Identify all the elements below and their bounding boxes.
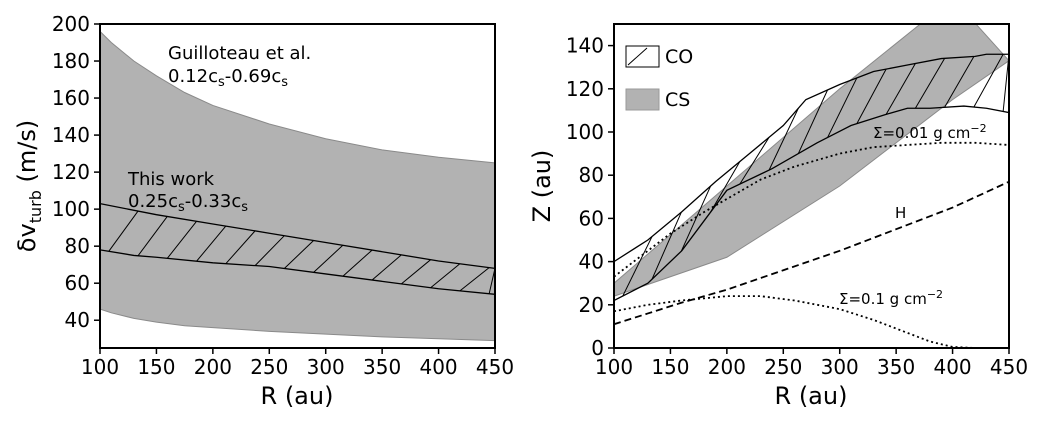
left-ytick-label: 100 — [52, 197, 90, 221]
this-work-hatch-line — [283, 240, 314, 269]
left-xtick-label: 450 — [476, 355, 514, 379]
this-work-hatch-line — [459, 267, 490, 292]
co-hatch-line — [651, 212, 682, 280]
0-01-g-cm-2-line — [614, 141, 1009, 278]
cs-band — [614, 24, 1009, 297]
left-xtick-label: 350 — [363, 355, 401, 379]
right-ytick-label: 140 — [566, 34, 604, 58]
this-work-hatch-line — [196, 225, 227, 262]
co-band-outline — [614, 53, 1009, 302]
co-hatch-line — [827, 77, 858, 138]
left-ytick-label: 120 — [52, 160, 90, 184]
right-ytick-label: 40 — [579, 250, 604, 274]
left-ytick-label: 80 — [65, 234, 90, 258]
this-work-hatch-line — [342, 249, 373, 277]
right-ytick-label: 0 — [591, 336, 604, 360]
co-hatch-line — [856, 68, 887, 124]
right-ytick-label: 100 — [566, 120, 604, 144]
h-line — [614, 180, 1009, 326]
right-ylabel: Z (au) — [528, 150, 556, 223]
legend-co: CO — [625, 45, 693, 68]
this-work-label: This work — [127, 169, 215, 190]
legend-co-swatch — [625, 45, 660, 68]
guilloteau-label: Guilloteau et al. — [168, 43, 311, 64]
this-work-band-outline — [100, 202, 495, 295]
co-hatch-line — [680, 185, 712, 252]
left-axes-frame — [99, 23, 496, 349]
right-xtick-label: 450 — [990, 355, 1028, 379]
this-work-hatch-line — [137, 216, 168, 257]
left-xtick-label: 200 — [194, 355, 232, 379]
sigma-01-label: Σ=0.1 g cm−2 — [839, 288, 943, 308]
legend-co-hatch — [627, 47, 648, 66]
left-ytick-label: 40 — [65, 308, 90, 332]
right-xtick-label: 400 — [933, 355, 971, 379]
co-hatch-line — [973, 53, 1004, 108]
co-hatch-line — [710, 161, 741, 213]
co-hatch-line — [797, 89, 829, 154]
co-hatch-line — [768, 108, 799, 171]
right-xtick-label: 250 — [764, 355, 802, 379]
right-xtick-label: 150 — [651, 355, 689, 379]
legend-cs-swatch — [625, 88, 660, 111]
left-ytick-label: 200 — [52, 12, 90, 36]
this-work-hatch-line — [313, 244, 344, 273]
h-label: H — [895, 204, 906, 222]
right-panel: 100 150 200 250 300 350 400 450 0 20 40 60 80 100 120 1… — [528, 23, 1028, 410]
left-xtick-label: 150 — [137, 355, 175, 379]
legend-cs: CS — [625, 88, 690, 111]
co-hatch-line — [739, 137, 770, 185]
right-xtick-label: 100 — [595, 355, 633, 379]
left-plot-area — [100, 30, 495, 342]
left-panel: 100 150 200 250 300 350 400 450 40 60 80 100 120 140 1… — [13, 12, 514, 410]
left-ylabel: δvturb (m/s) — [13, 120, 45, 252]
left-xtick-label: 300 — [307, 355, 345, 379]
right-ytick-label: 80 — [579, 163, 604, 187]
right-xtick-label: 200 — [708, 355, 746, 379]
this-work-hatch-line — [108, 210, 139, 252]
co-hatch-line — [622, 236, 653, 297]
right-xtick-label: 350 — [877, 355, 915, 379]
this-work-range-label: 0.25cs-0.33cs — [128, 191, 248, 215]
co-hatch-line — [885, 63, 916, 115]
right-ticks: 100 150 200 250 300 350 400 450 0 20 40 60 80 100 120 1… — [566, 34, 1028, 379]
co-hatch-line — [914, 58, 946, 109]
left-xtick-label: 250 — [250, 355, 288, 379]
legend: CO CS — [625, 45, 693, 111]
right-plot-area — [614, 24, 1009, 348]
right-ytick-label: 60 — [579, 206, 604, 230]
this-work-hatch-line — [254, 235, 285, 266]
left-xtick-label: 400 — [419, 355, 457, 379]
0-1-g-cm-2-line — [614, 295, 1009, 348]
right-xlabel: R (au) — [775, 382, 848, 410]
left-ticks: 100 150 200 250 300 350 400 450 40 60 80 100 120 140 1… — [52, 12, 514, 379]
left-ytick-label: 160 — [52, 86, 90, 110]
right-ytick-label: 120 — [566, 77, 604, 101]
right-xtick-label: 300 — [821, 355, 859, 379]
guilloteau-range-label: 0.12cs-0.69cs — [168, 66, 288, 90]
left-ytick-label: 180 — [52, 49, 90, 73]
legend-cs-label: CS — [665, 89, 690, 111]
this-work-hatch-line — [225, 230, 256, 265]
left-ytick-label: 140 — [52, 123, 90, 147]
this-work-hatch-line — [430, 263, 461, 289]
this-work-hatch-line — [371, 254, 402, 281]
this-work-hatch-line — [166, 220, 197, 259]
right-ytick-label: 20 — [579, 293, 604, 317]
right-axes-frame — [613, 23, 1010, 349]
sigma-001-label: Σ=0.01 g cm−2 — [873, 122, 987, 142]
left-xlabel: R (au) — [261, 382, 334, 410]
legend-co-label: CO — [665, 46, 693, 68]
this-work-hatch-line — [401, 259, 431, 285]
left-xtick-label: 100 — [81, 355, 119, 379]
co-hatch-line — [944, 56, 975, 108]
guilloteau-et-al-band — [100, 30, 495, 342]
left-ytick-label: 60 — [65, 271, 90, 295]
